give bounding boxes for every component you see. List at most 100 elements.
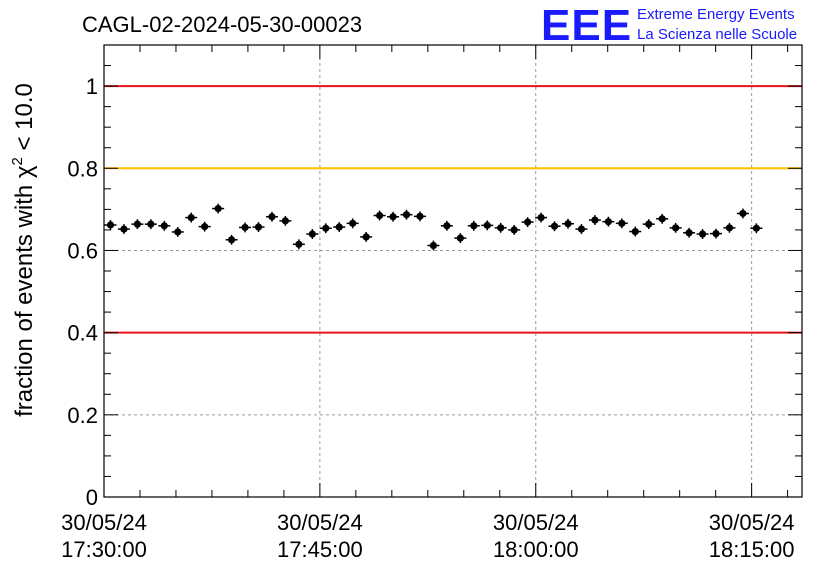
eee-logo: EEE Extreme Energy Events La Scienza nel…	[541, 1, 797, 50]
marker	[497, 224, 505, 232]
marker	[752, 224, 760, 232]
marker	[227, 236, 236, 244]
data-point	[239, 222, 252, 233]
data-point	[494, 222, 507, 233]
marker	[322, 224, 330, 232]
data-point	[481, 220, 494, 231]
data-point	[683, 227, 696, 238]
data-point	[104, 220, 117, 230]
data-point	[467, 220, 480, 231]
marker	[160, 222, 168, 230]
marker	[443, 222, 451, 230]
marker	[672, 224, 680, 232]
data-point	[561, 218, 574, 229]
data-point	[535, 212, 548, 223]
data-point	[750, 223, 763, 234]
marker	[120, 225, 128, 233]
data-point	[575, 224, 588, 235]
data-point	[588, 215, 601, 225]
marker	[631, 227, 639, 236]
data-point	[346, 218, 359, 229]
logo-line2: La Scienza nelle Scuole	[637, 26, 797, 43]
data-point	[265, 211, 278, 222]
marker	[712, 230, 720, 238]
reference-lines	[104, 85, 802, 334]
data-point	[117, 224, 130, 235]
marker	[133, 220, 141, 228]
marker	[470, 222, 478, 230]
chart-title: CAGL-02-2024-05-30-00023	[82, 12, 362, 37]
x-tick-time-label: 18:00:00	[493, 537, 579, 562]
data-point	[279, 215, 292, 226]
x-tick-date-label: 30/05/24	[709, 510, 795, 535]
y-tick-label: 0.6	[67, 238, 98, 263]
x-tick-date-label: 30/05/24	[493, 510, 579, 535]
data-point	[602, 216, 615, 227]
data-point	[198, 221, 211, 232]
data-point	[131, 219, 144, 230]
data-point	[629, 226, 642, 237]
marker	[604, 218, 612, 226]
grid-lines	[104, 45, 802, 497]
marker	[524, 218, 532, 226]
data-point	[319, 223, 332, 234]
marker	[456, 234, 464, 242]
data-point	[387, 211, 400, 222]
data-series	[104, 203, 763, 251]
plot-frame	[103, 44, 803, 498]
marker	[187, 213, 195, 222]
marker	[725, 224, 734, 232]
marker	[295, 240, 303, 248]
data-point	[696, 229, 709, 239]
y-tick-label: 1	[86, 74, 98, 99]
marker	[147, 220, 155, 228]
data-point	[508, 224, 521, 235]
y-tick-label: 0.8	[67, 156, 98, 181]
data-point	[454, 233, 467, 244]
marker	[335, 223, 343, 231]
marker	[201, 223, 209, 231]
data-point	[306, 229, 319, 239]
data-point	[373, 210, 386, 221]
y-tick-label: 0.4	[67, 321, 98, 346]
marker	[591, 216, 599, 224]
marker	[564, 220, 572, 228]
data-point	[158, 220, 171, 231]
marker	[389, 213, 397, 221]
marker	[739, 209, 747, 218]
data-point	[548, 221, 561, 232]
marker	[698, 230, 707, 238]
marker	[281, 217, 290, 225]
data-point	[440, 220, 453, 231]
x-tick-date-label: 30/05/24	[61, 510, 147, 535]
marker	[577, 225, 586, 233]
x-axis: 30/05/2417:30:0030/05/2417:45:0030/05/24…	[61, 45, 794, 562]
marker	[349, 219, 357, 227]
marker	[174, 228, 182, 236]
data-point	[615, 218, 628, 229]
logo-line1: Extreme Energy Events	[637, 6, 795, 23]
data-point	[642, 219, 655, 230]
marker	[268, 213, 276, 221]
data-point	[144, 219, 157, 230]
marker	[429, 241, 438, 250]
marker	[241, 223, 249, 232]
data-point	[656, 213, 669, 224]
marker	[214, 204, 222, 213]
data-point	[252, 222, 265, 232]
y-axis: 0 0.2 0.4 0.6 0.8 1	[67, 44, 802, 510]
data-point	[736, 208, 749, 219]
marker	[483, 221, 491, 229]
data-point	[669, 222, 682, 233]
marker	[376, 211, 384, 220]
marker	[618, 219, 626, 227]
marker	[550, 222, 559, 230]
data-point	[427, 240, 440, 251]
data-point	[171, 227, 184, 237]
y-axis-label: fraction of events with χ2 < 10.0	[9, 83, 38, 417]
data-point	[185, 212, 198, 223]
marker	[402, 211, 411, 219]
y-tick-label: 0.2	[67, 403, 98, 428]
data-point	[292, 239, 305, 250]
